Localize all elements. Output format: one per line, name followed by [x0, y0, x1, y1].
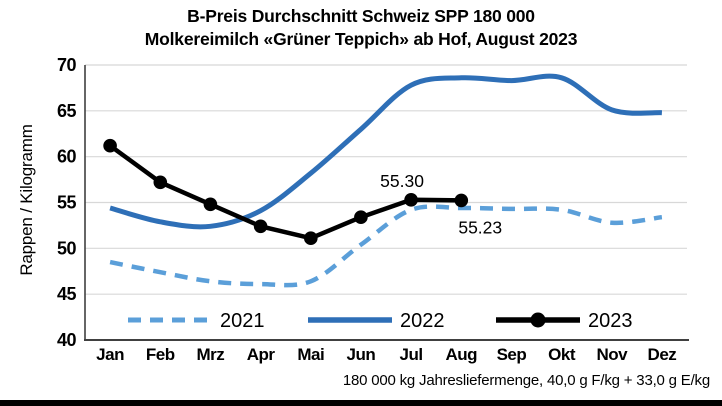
x-tick-label: Nov [596, 345, 628, 364]
chart-title-line1: B-Preis Durchschnitt Schweiz SPP 180 000 [187, 6, 535, 26]
x-tick-label: Jun [347, 345, 376, 364]
series-2023-marker [253, 219, 268, 234]
data-label: 55.30 [380, 171, 424, 191]
y-tick-label: 50 [57, 238, 77, 258]
series-2023-marker [304, 231, 318, 245]
legend-label-2021: 2021 [220, 310, 265, 332]
data-label: 55.23 [458, 217, 502, 237]
legend-label-2022: 2022 [400, 310, 445, 332]
legend-marker-2023 [530, 312, 546, 328]
series-2021-line [109, 204, 663, 288]
chart-title: B-Preis Durchschnitt Schweiz SPP 180 000… [0, 5, 722, 51]
y-tick-label: 65 [57, 101, 77, 121]
x-tick-label: Okt [548, 345, 576, 364]
legend-label-2023: 2023 [588, 310, 633, 332]
footnote: 180 000 kg Jahresliefermenge, 40,0 g F/k… [342, 372, 710, 389]
series-2023-marker [404, 193, 418, 207]
y-tick-label: 45 [57, 284, 77, 304]
series-2023-marker [354, 210, 368, 224]
x-tick-label: Aug [445, 345, 477, 364]
y-tick-label: 70 [57, 55, 77, 75]
y-tick-label: 40 [57, 330, 77, 350]
x-tick-label: Mai [297, 345, 324, 364]
series-2023-marker [153, 175, 168, 190]
chart-title-line2: Molkereimilch «Grüner Teppich» ab Hof, A… [144, 29, 578, 49]
y-tick-label: 55 [57, 193, 77, 213]
series-2022-line [109, 73, 663, 230]
y-tick-label: 60 [57, 147, 77, 167]
series-2023-marker [203, 197, 218, 212]
x-tick-label: Sep [497, 345, 527, 364]
window-bottom-edge [0, 400, 722, 406]
series-2023-marker [454, 193, 469, 208]
x-tick-label: Dez [648, 345, 677, 364]
x-tick-label: Mrz [197, 345, 225, 364]
x-tick-label: Feb [146, 345, 175, 364]
x-tick-label: Apr [247, 345, 276, 364]
series-2023-line [108, 143, 462, 241]
x-tick-label: Jul [400, 345, 423, 364]
series-2023-marker [103, 138, 117, 153]
x-tick-label: Jan [96, 345, 124, 364]
